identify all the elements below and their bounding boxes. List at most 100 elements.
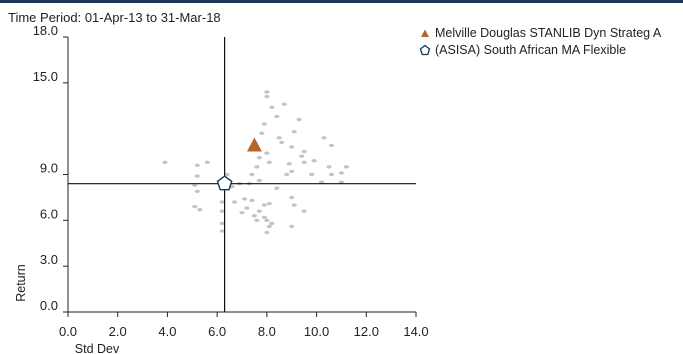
peer-point [264, 90, 270, 94]
peer-point [269, 105, 275, 109]
x-tick-label: 10.0 [304, 324, 329, 339]
peer-point [328, 172, 335, 177]
peer-point [264, 151, 270, 155]
top-rule [0, 0, 683, 3]
peer-point [251, 214, 258, 218]
axes [63, 36, 417, 317]
peer-point [343, 165, 349, 169]
peer-point [204, 160, 210, 164]
y-tick-label: 0.0 [40, 298, 58, 313]
x-tick-label: 4.0 [158, 324, 176, 339]
peer-point [326, 165, 332, 169]
peer-point [261, 122, 267, 126]
peer-point [264, 94, 270, 99]
x-axis-title: Std Dev [75, 342, 120, 354]
peer-point [219, 209, 225, 213]
peer-point [239, 210, 245, 215]
peer-point [266, 201, 272, 206]
peer-point [266, 224, 272, 229]
peer-point [261, 203, 267, 207]
y-tick-label: 3.0 [40, 252, 58, 267]
peer-point [299, 154, 305, 158]
series-points [216, 137, 262, 191]
fund-triangle-point [246, 137, 262, 152]
peer-point [328, 143, 335, 148]
peer-point [289, 169, 295, 174]
peer-point [197, 207, 203, 212]
category-pentagon-point [216, 175, 233, 191]
triangle-marker-icon [421, 29, 429, 37]
peer-point [231, 200, 238, 204]
peer-point [291, 130, 297, 134]
peer-point [254, 165, 260, 169]
peer-point [194, 174, 200, 178]
peer-point [261, 215, 267, 219]
peer-point [291, 203, 297, 207]
peer-point [194, 189, 200, 194]
peer-point [321, 136, 327, 140]
peer-point [264, 230, 270, 235]
peer-point [296, 117, 302, 122]
x-tick-label: 8.0 [258, 324, 276, 339]
peer-point [194, 163, 200, 168]
x-tick-label: 6.0 [208, 324, 226, 339]
y-tick-label: 15.0 [33, 69, 58, 84]
peer-point [286, 162, 292, 166]
x-tick-label: 0.0 [59, 324, 77, 339]
peer-point [192, 183, 198, 187]
peer-point [162, 160, 168, 164]
x-tick-label: 14.0 [403, 324, 428, 339]
peer-point [249, 198, 255, 203]
peer-point [274, 186, 280, 190]
peer-point [289, 195, 295, 200]
x-tick-label: 2.0 [109, 324, 127, 339]
peer-point [284, 172, 290, 177]
peer-point [219, 221, 225, 226]
peer-point [244, 206, 250, 210]
peer-point [276, 136, 282, 140]
peer-point [219, 229, 225, 233]
peer-point [256, 209, 262, 213]
peer-point [309, 172, 315, 177]
peer-point [338, 180, 345, 184]
peer-point [264, 218, 270, 223]
peer-point [289, 224, 295, 229]
legend-item-fund: Melville Douglas STANLIB Dyn Strateg A [418, 24, 661, 41]
peer-point [311, 159, 317, 163]
peer-point [281, 102, 287, 106]
peer-point [279, 140, 285, 145]
peer-point [256, 178, 262, 183]
peer-points [162, 90, 349, 235]
peer-point [274, 114, 280, 119]
peer-point [254, 218, 260, 223]
chart-subtitle: Time Period: 01-Apr-13 to 31-Mar-18 [8, 10, 221, 25]
y-axis-title: Return [14, 264, 28, 302]
y-tick-label: 18.0 [33, 23, 58, 38]
peer-point [301, 209, 307, 213]
axis-labels: 0.0 3.0 6.0 9.0 15.0 18.0 0.0 2.0 4.0 6.0 8.0 10.0 1… [14, 23, 429, 354]
legend: Melville Douglas STANLIB Dyn Strateg A (… [418, 24, 661, 58]
y-tick-label: 9.0 [40, 161, 58, 176]
y-tick-label: 6.0 [40, 206, 58, 221]
peer-point [259, 131, 265, 135]
peer-point [338, 171, 345, 175]
peer-point [266, 160, 272, 164]
peer-point [289, 145, 295, 149]
legend-label-category: (ASISA) South African MA Flexible [435, 42, 627, 57]
peer-point [224, 172, 230, 177]
peer-point [318, 180, 325, 184]
peer-point [219, 200, 225, 204]
peer-point [249, 172, 255, 177]
peer-point [301, 149, 307, 154]
peer-point [241, 197, 248, 201]
pentagon-marker-icon [419, 44, 431, 55]
x-tick-label: 12.0 [354, 324, 379, 339]
legend-label-fund: Melville Douglas STANLIB Dyn Strateg A [435, 25, 662, 40]
legend-item-category: (ASISA) South African MA Flexible [418, 41, 661, 58]
peer-point [256, 155, 262, 160]
peer-point [301, 160, 307, 164]
peer-point [269, 221, 275, 226]
crosshair [68, 37, 416, 312]
peer-point [192, 204, 198, 209]
